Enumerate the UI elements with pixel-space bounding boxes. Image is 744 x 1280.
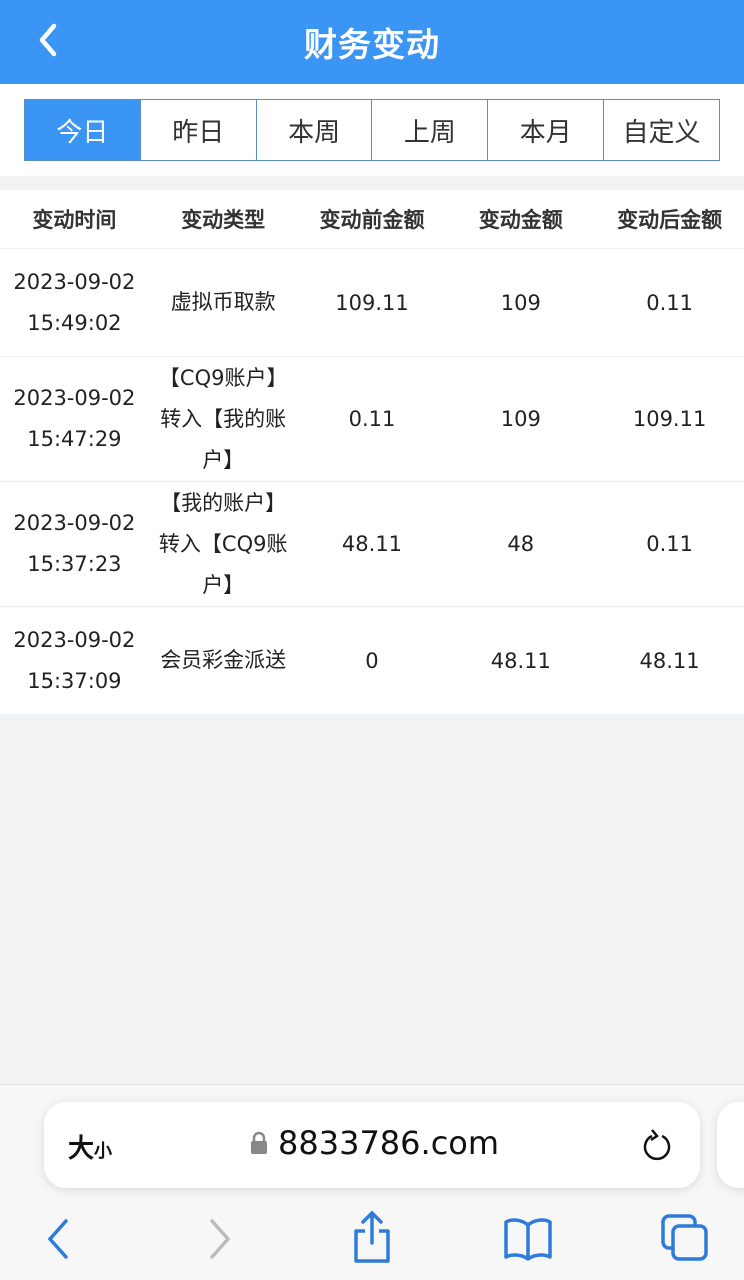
tab-yesterday[interactable]: 昨日 <box>139 100 256 160</box>
before-amount-cell: 48.11 <box>341 532 403 556</box>
time-cell: 2023-09-02 15:47:29 <box>0 378 149 460</box>
date: 2023-09-02 <box>13 627 136 652</box>
chevron-left-icon[interactable] <box>30 18 70 62</box>
lock-icon <box>251 1131 267 1154</box>
tab-custom[interactable]: 自定义 <box>603 100 719 160</box>
text-size-small: 小 <box>94 1141 113 1162</box>
type-cell: 【我的账户】转入【CQ9账户】 <box>149 483 298 606</box>
text-size-big: 大 <box>68 1134 95 1164</box>
amount-cell: 48 <box>507 532 535 556</box>
type: 会员彩金派送 <box>160 648 287 672</box>
type: 虚拟币取款 <box>170 290 276 314</box>
tabs-icon[interactable] <box>660 1213 710 1263</box>
forward-icon[interactable] <box>194 1213 244 1263</box>
page-title: 财务变动 <box>304 25 440 64</box>
table-row: 2023-09-02 15:37:09 会员彩金派送 0 48.11 48.11 <box>0 606 744 714</box>
column-header: 变动后金额 <box>617 208 723 232</box>
time-cell: 2023-09-02 15:37:09 <box>0 620 149 702</box>
text-size-button[interactable]: 大小 <box>68 1128 112 1165</box>
back-icon[interactable] <box>36 1213 86 1263</box>
browser-toolbar: 大小 8833786.com <box>0 1084 744 1280</box>
date: 2023-09-02 <box>13 269 136 294</box>
share-icon[interactable] <box>347 1209 397 1265</box>
url-text: 8833786.com <box>278 1124 500 1162</box>
before-amount-cell: 109.11 <box>335 290 409 315</box>
time-cell: 2023-09-02 15:37:23 <box>0 503 149 585</box>
tab-this-week[interactable]: 本周 <box>255 100 372 160</box>
date: 2023-09-02 <box>13 386 136 410</box>
transactions-table: 变动时间 变动类型 变动前金额 变动金额 变动后金额 2023-09-02 15:… <box>0 190 744 714</box>
next-tab-preview[interactable] <box>717 1102 744 1188</box>
tab-today[interactable]: 今日 <box>25 100 140 160</box>
type: 【CQ9账户】转入【我的账户】 <box>158 365 288 472</box>
amount-cell: 109 <box>500 290 541 315</box>
before-amount-cell: 0.11 <box>348 407 396 431</box>
date: 2023-09-02 <box>13 511 136 535</box>
reload-icon[interactable] <box>640 1126 674 1164</box>
table-row: 2023-09-02 15:47:29 【CQ9账户】转入【我的账户】 0.11 … <box>0 356 744 481</box>
type-cell: 会员彩金派送 <box>149 640 298 681</box>
tab-this-month[interactable]: 本月 <box>487 100 604 160</box>
time: 15:49:02 <box>27 310 122 335</box>
column-header: 变动金额 <box>478 208 563 232</box>
table-row: 2023-09-02 15:37:23 【我的账户】转入【CQ9账户】 48.11… <box>0 481 744 606</box>
time: 15:37:09 <box>27 668 122 693</box>
time: 15:47:29 <box>27 427 122 451</box>
after-amount-cell: 48.11 <box>639 648 700 673</box>
after-amount-cell: 109.11 <box>632 407 707 431</box>
table-header: 变动时间 变动类型 变动前金额 变动金额 变动后金额 <box>0 190 744 248</box>
column-header: 变动前金额 <box>319 208 425 232</box>
before-amount-cell: 0 <box>365 648 379 673</box>
type-cell: 虚拟币取款 <box>149 282 298 323</box>
amount-cell: 109 <box>500 407 541 431</box>
tab-last-week[interactable]: 上周 <box>371 100 488 160</box>
after-amount-cell: 0.11 <box>646 532 693 556</box>
address-bar[interactable]: 大小 8833786.com <box>44 1102 700 1188</box>
bookmarks-icon[interactable] <box>503 1213 553 1263</box>
type: 【我的账户】转入【CQ9账户】 <box>158 490 288 597</box>
table-row: 2023-09-02 15:49:02 虚拟币取款 109.11 109 0.11 <box>0 248 744 356</box>
after-amount-cell: 0.11 <box>646 290 693 315</box>
amount-cell: 48.11 <box>490 648 551 673</box>
time-cell: 2023-09-02 15:49:02 <box>0 262 149 344</box>
column-header: 变动类型 <box>181 208 266 232</box>
header: 财务变动 <box>0 0 744 84</box>
date-range-tabs: 今日 昨日 本周 上周 本月 自定义 <box>24 99 720 161</box>
column-header: 变动时间 <box>32 208 117 232</box>
type-cell: 【CQ9账户】转入【我的账户】 <box>149 358 298 481</box>
time: 15:37:23 <box>27 552 122 576</box>
